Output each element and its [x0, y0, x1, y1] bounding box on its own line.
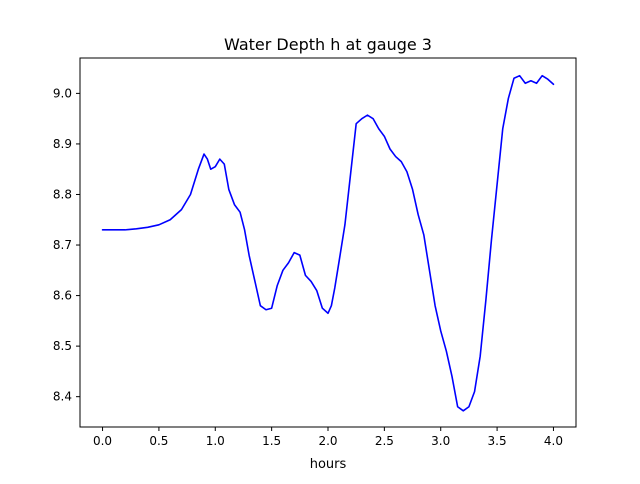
series-line-0 — [101, 74, 555, 412]
x-tick-label: 2.5 — [375, 434, 394, 448]
x-tick-label: 0.0 — [93, 434, 112, 448]
x-tick-label: 2.0 — [318, 434, 337, 448]
y-tick-label: 8.7 — [53, 238, 72, 252]
x-axis-label: hours — [310, 457, 347, 472]
x-axis: 0.0 0.5 1.0 1.5 2.0 2.5 3.0 3.5 4.0 — [93, 427, 563, 448]
y-tick-label: 9.0 — [53, 86, 72, 100]
y-tick-label: 8.8 — [53, 187, 72, 201]
x-tick-label: 1.0 — [206, 434, 225, 448]
x-tick-label: 0.5 — [149, 434, 168, 448]
y-tick-label: 8.9 — [53, 137, 72, 151]
x-tick-label: 3.0 — [431, 434, 450, 448]
y-tick-label: 8.5 — [53, 339, 72, 353]
x-tick-label: 4.0 — [544, 434, 563, 448]
series-layer — [101, 74, 555, 412]
y-tick-label: 8.4 — [53, 390, 72, 404]
y-axis: 8.4 8.5 8.6 8.7 8.8 8.9 9.0 — [53, 86, 80, 404]
axes-frame — [79, 57, 577, 428]
y-tick-label: 8.6 — [53, 289, 72, 303]
chart-title: Water Depth h at gauge 3 — [224, 35, 432, 54]
x-tick-label: 3.5 — [488, 434, 507, 448]
plot-area — [79, 57, 577, 428]
x-tick-label: 1.5 — [262, 434, 281, 448]
